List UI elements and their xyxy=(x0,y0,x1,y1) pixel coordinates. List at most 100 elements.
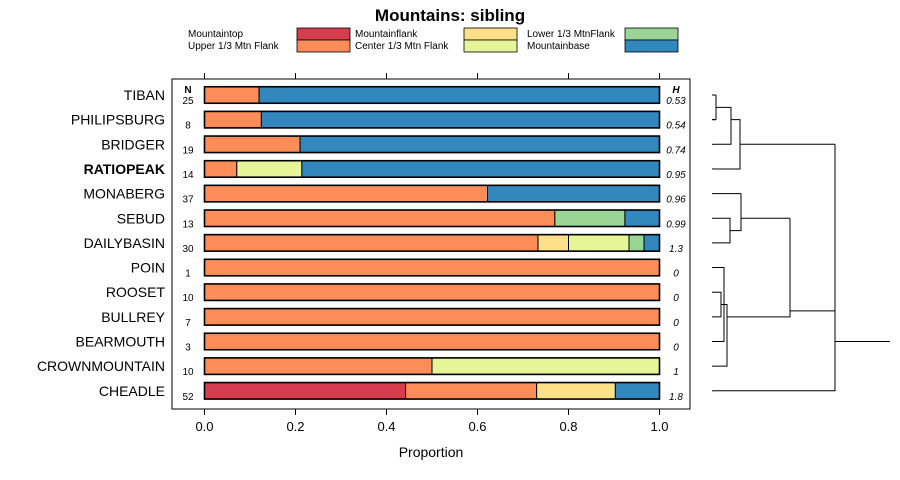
h-label-dailybasin: 1.3 xyxy=(669,244,683,255)
n-label-poin: 1 xyxy=(185,269,191,280)
dendrogram-link-1 xyxy=(712,94,717,121)
category-label-bridger: BRIDGER xyxy=(101,136,165,152)
bar-segment-sebud-upper-1-3-mtn-flank xyxy=(204,209,556,227)
bar-segment-monaberg-mountainbase xyxy=(487,184,661,203)
category-label-tiban: TIBAN xyxy=(124,87,165,103)
x-tick-label-0: 0.0 xyxy=(195,419,213,434)
h-label-bridger: 0.74 xyxy=(666,145,686,156)
n-column-header: N xyxy=(184,85,191,96)
bar-outline-bridger xyxy=(203,135,661,154)
bar-segment-philipsburg-upper-1-3-mtn-flank xyxy=(204,110,262,129)
bar-segment-cheadle-upper-1-3-mtn-flank xyxy=(405,382,538,400)
bar-outline-dailybasin xyxy=(203,233,661,252)
h-column-header: H xyxy=(672,85,680,96)
h-label-cheadle: 1.8 xyxy=(669,392,683,403)
category-label-cheadle: CHEADLE xyxy=(99,383,165,399)
legend-label-center-1-3-mtn-flank: Center 1/3 Mtn Flank xyxy=(355,41,449,52)
bar-segment-poin-upper-1-3-mtn-flank xyxy=(204,258,660,277)
legend-swatch-lower-1-3-mtnflank xyxy=(624,27,679,41)
dendrogram xyxy=(712,94,890,392)
legend-label-mountainflank: Mountainflank xyxy=(355,29,418,40)
category-label-rooset: ROOSET xyxy=(106,284,166,300)
dendrogram-link-13 xyxy=(727,218,791,318)
n-label-monaberg: 37 xyxy=(182,195,194,206)
bar-outline-rooset xyxy=(203,283,661,302)
bar-outline-ratiopeak xyxy=(203,159,661,178)
bar-segment-ratiopeak-upper-1-3-mtn-flank xyxy=(204,160,238,178)
h-label-sebud: 0.99 xyxy=(666,219,686,230)
x-tick-label-1: 0.2 xyxy=(286,419,304,434)
bar-segment-tiban-mountainbase xyxy=(258,86,660,104)
bar-outline-bullrey xyxy=(203,307,661,326)
bar-segment-cheadle-mountainbase xyxy=(614,382,660,400)
bar-segment-dailybasin-center-1-3-mtn-flank xyxy=(568,234,630,252)
bar-segment-ratiopeak-mountainbase xyxy=(301,160,660,178)
legend-label-lower-1-3-mtnflank: Lower 1/3 MtnFlank xyxy=(527,29,616,40)
category-label-dailybasin: DAILYBASIN xyxy=(84,235,165,251)
h-label-rooset: 0 xyxy=(673,293,679,304)
h-label-bullrey: 0 xyxy=(673,318,679,329)
bar-outline-bearmouth xyxy=(203,332,661,351)
bar-segment-monaberg-upper-1-3-mtn-flank xyxy=(204,184,489,203)
category-label-ratiopeak: RATIOPEAK xyxy=(84,161,165,177)
category-label-bullrey: BULLREY xyxy=(101,309,165,325)
h-label-tiban: 0.53 xyxy=(666,96,686,107)
n-label-philipsburg: 8 xyxy=(185,121,191,132)
legend-swatch-center-1-3-mtn-flank xyxy=(463,39,518,53)
bar-segment-bearmouth-upper-1-3-mtn-flank xyxy=(204,332,660,351)
bar-outline-tiban xyxy=(203,85,661,105)
bar-outline-monaberg xyxy=(203,184,661,203)
bar-outline-cheadle xyxy=(203,381,661,400)
legend-swatch-mountainbase xyxy=(624,39,679,53)
h-label-philipsburg: 0.54 xyxy=(666,121,686,132)
h-label-ratiopeak: 0.95 xyxy=(666,170,686,181)
x-tick-label-3: 0.6 xyxy=(468,419,486,434)
bar-segment-dailybasin-mountainbase xyxy=(643,234,661,252)
n-label-rooset: 10 xyxy=(182,293,194,304)
legend-label-mountainbase: Mountainbase xyxy=(527,41,590,52)
legend-swatch-upper-1-3-mtn-flank xyxy=(296,39,351,53)
bar-segment-dailybasin-mountainflank xyxy=(537,234,570,252)
bar-segment-bullrey-upper-1-3-mtn-flank xyxy=(204,308,660,326)
x-tick-label-4: 0.8 xyxy=(559,419,577,434)
bar-outline-crownmountain xyxy=(203,357,661,376)
dendrogram-link-15 xyxy=(716,144,836,392)
h-label-poin: 0 xyxy=(673,269,679,280)
dendrogram-link-9 xyxy=(716,291,722,318)
bar-segment-bridger-upper-1-3-mtn-flank xyxy=(204,135,301,154)
legend-label-mountaintop: Mountaintop xyxy=(188,29,243,40)
n-label-bearmouth: 3 xyxy=(185,343,191,354)
legend-swatch-mountaintop xyxy=(296,27,351,41)
bar-outline-sebud xyxy=(203,209,661,228)
n-label-tiban: 25 xyxy=(182,96,194,107)
bar-segment-bridger-mountainbase xyxy=(299,135,660,154)
bar-segment-philipsburg-mountainbase xyxy=(260,110,660,129)
bar-segment-sebud-lower-1-3-mtnflank xyxy=(554,209,626,227)
dendrogram-link-6 xyxy=(730,193,742,232)
n-label-bullrey: 7 xyxy=(185,318,191,329)
category-label-bearmouth: BEARMOUTH xyxy=(76,334,165,350)
n-label-sebud: 13 xyxy=(182,219,194,230)
category-label-crownmountain: CROWNMOUNTAIN xyxy=(37,358,165,374)
bar-segment-dailybasin-upper-1-3-mtn-flank xyxy=(204,234,539,252)
legend-label-upper-1-3-mtn-flank: Upper 1/3 Mtn Flank xyxy=(188,41,280,52)
bar-segment-crownmountain-center-1-3-mtn-flank xyxy=(431,357,660,375)
x-tick-label-2: 0.4 xyxy=(377,419,395,434)
bar-outline-philipsburg xyxy=(203,110,661,129)
category-label-sebud: SEBUD xyxy=(117,210,165,226)
bar-segment-crownmountain-upper-1-3-mtn-flank xyxy=(204,357,433,375)
bar-segment-dailybasin-lower-1-3-mtnflank xyxy=(628,234,645,252)
n-label-bridger: 19 xyxy=(182,145,194,156)
bar-segment-ratiopeak-center-1-3-mtn-flank xyxy=(236,160,303,178)
n-label-ratiopeak: 14 xyxy=(182,170,194,181)
dendrogram-link-5 xyxy=(716,217,731,244)
n-label-dailybasin: 30 xyxy=(182,244,194,255)
h-label-bearmouth: 0 xyxy=(673,343,679,354)
bar-segment-tiban-upper-1-3-mtn-flank xyxy=(204,86,260,104)
legend-swatch-mountainflank xyxy=(463,27,518,41)
row-labels-group: TIBAN 25 0.53 PHILIPSBURG 8 0.54 BRIDGER 19 0.74… xyxy=(37,87,686,403)
axes-group: 0.0 0.2 0.4 0.6 0.8 1.0 xyxy=(195,73,669,434)
bars-group xyxy=(203,85,661,400)
